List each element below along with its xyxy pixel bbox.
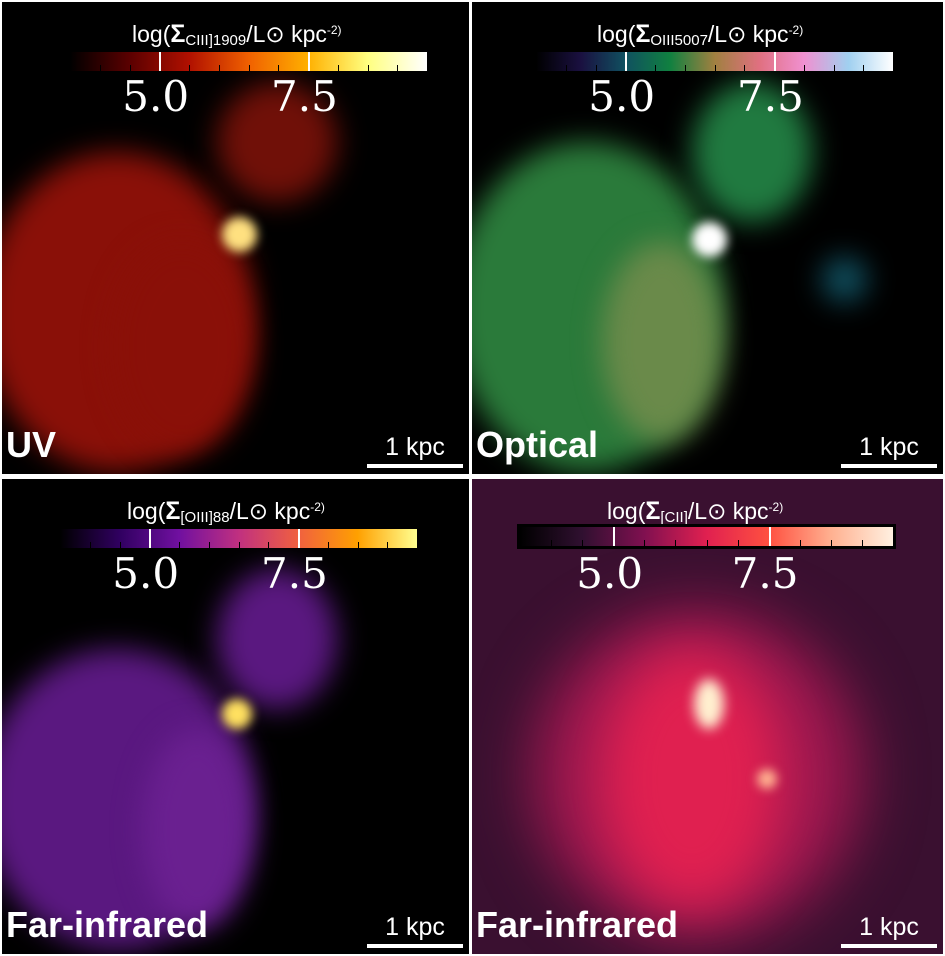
colorbar-minor-tick <box>655 65 656 71</box>
colorbar-minor-tick <box>238 542 240 548</box>
scale-bar-label: 1 kpc <box>385 913 445 941</box>
colorbar-minor-tick <box>551 540 553 546</box>
colorbar-minor-tick <box>830 540 832 546</box>
colorbar-minor-tick <box>799 540 801 546</box>
scale-bar-line <box>841 944 937 948</box>
panel-uv: log(ΣCIII]1909/L⊙ kpc-2) 5.0 7.5 UV 1 kpc <box>2 2 469 474</box>
emission-region <box>602 242 722 442</box>
colorbar-minor-tick <box>119 542 121 548</box>
colorbar-minor-tick <box>387 542 389 548</box>
colorbar-tick-label: 7.5 <box>271 72 338 121</box>
colorbar-minor-tick <box>744 65 746 71</box>
scale-bar-line <box>367 944 463 948</box>
colorbar-tick-label: 7.5 <box>737 72 804 121</box>
colorbar <box>517 524 896 549</box>
colorbar-minor-tick <box>89 542 91 548</box>
colorbar-minor-tick <box>706 540 708 546</box>
colorbar-label: log(Σ[CII]/L⊙ kpc-2) <box>607 497 784 526</box>
colorbar-minor-tick <box>208 542 210 548</box>
emission-region <box>692 82 812 222</box>
colorbar-major-tick <box>768 527 771 546</box>
colorbar-minor-tick <box>179 542 180 548</box>
scale-bar: 1 kpc <box>841 913 937 948</box>
colorbar-minor-tick <box>861 540 863 546</box>
colorbar-minor-tick <box>268 542 270 548</box>
colorbar-minor-tick <box>357 542 359 548</box>
bright-core <box>222 699 252 729</box>
colorbar-major-tick <box>625 52 628 71</box>
colorbar-minor-tick <box>714 65 716 71</box>
colorbar-tick-label: 5.0 <box>588 72 656 121</box>
colorbar-minor-tick <box>833 65 835 71</box>
colorbar-minor-tick <box>582 540 584 546</box>
colorbar-major-tick <box>774 52 776 71</box>
colorbar-minor-tick <box>278 65 280 71</box>
colorbar-major-tick <box>298 529 300 548</box>
emission-region <box>112 242 252 452</box>
bright-core <box>222 217 257 252</box>
panel-far-infrared-cii: log(Σ[CII]/L⊙ kpc-2) 5.0 7.5 Far-infrared 1 … <box>472 479 943 954</box>
band-label: Optical <box>476 424 599 465</box>
scale-bar-label: 1 kpc <box>385 433 445 461</box>
colorbar-major-tick <box>159 52 162 71</box>
colorbar-minor-tick <box>684 65 686 71</box>
colorbar <box>60 529 417 548</box>
colorbar-major-tick <box>613 527 616 546</box>
colorbar-minor-tick <box>248 65 250 71</box>
emission-region <box>217 569 337 709</box>
colorbar-minor-tick <box>327 542 329 548</box>
colorbar-minor-tick <box>595 65 597 71</box>
colorbar-tick-label: 5.0 <box>112 549 180 598</box>
colorbar-minor-tick <box>129 65 131 71</box>
panel-far-infrared-oiii: log(Σ[OIII]88/L⊙ kpc-2) 5.0 7.5 Far-infrare… <box>2 479 469 954</box>
colorbar-minor-tick <box>99 65 101 71</box>
colorbar-tick-label: 5.0 <box>576 549 644 598</box>
colorbar-minor-tick <box>675 540 677 546</box>
colorbar-minor-tick <box>218 65 220 71</box>
scale-bar: 1 kpc <box>367 913 463 948</box>
colorbar-minor-tick <box>565 65 567 71</box>
scale-bar-label: 1 kpc <box>859 433 919 461</box>
colorbar-major-tick <box>308 52 310 71</box>
emission-region <box>602 649 782 909</box>
emission-region <box>822 257 867 302</box>
colorbar-label: log(ΣOIII5007/L⊙ kpc-2) <box>597 20 804 49</box>
colorbar <box>70 52 427 71</box>
panel-optical: log(ΣOIII5007/L⊙ kpc-2) 5.0 7.5 Optical 1 kp… <box>472 2 943 474</box>
scale-bar: 1 kpc <box>841 433 937 468</box>
colorbar <box>536 52 893 71</box>
scale-bar-line <box>841 464 937 468</box>
colorbar-minor-tick <box>644 540 646 546</box>
band-label: Far-infrared <box>476 904 679 945</box>
bright-core <box>694 679 724 729</box>
emission-region <box>142 729 252 929</box>
band-label: UV <box>6 424 57 465</box>
colorbar-tick-label: 7.5 <box>731 549 799 598</box>
bright-knot <box>757 769 777 789</box>
colorbar-tick-label: 7.5 <box>261 549 328 598</box>
colorbar-minor-tick <box>863 65 865 71</box>
colorbar-tick-label: 5.0 <box>122 72 190 121</box>
colorbar-minor-tick <box>397 65 399 71</box>
colorbar-minor-tick <box>367 65 369 71</box>
emission-region <box>217 82 337 202</box>
colorbar-minor-tick <box>803 65 805 71</box>
colorbar-label: log(ΣCIII]1909/L⊙ kpc-2) <box>132 20 342 49</box>
colorbar-minor-tick <box>189 65 190 71</box>
colorbar-label: log(Σ[OIII]88/L⊙ kpc-2) <box>127 497 325 526</box>
band-label: Far-infrared <box>6 904 209 945</box>
colorbar-minor-tick <box>737 540 739 546</box>
scale-bar-line <box>367 464 463 468</box>
colorbar-major-tick <box>149 529 152 548</box>
colorbar-minor-tick <box>337 65 339 71</box>
scale-bar-label: 1 kpc <box>859 913 919 941</box>
bright-core <box>692 222 727 257</box>
scale-bar: 1 kpc <box>367 433 463 468</box>
